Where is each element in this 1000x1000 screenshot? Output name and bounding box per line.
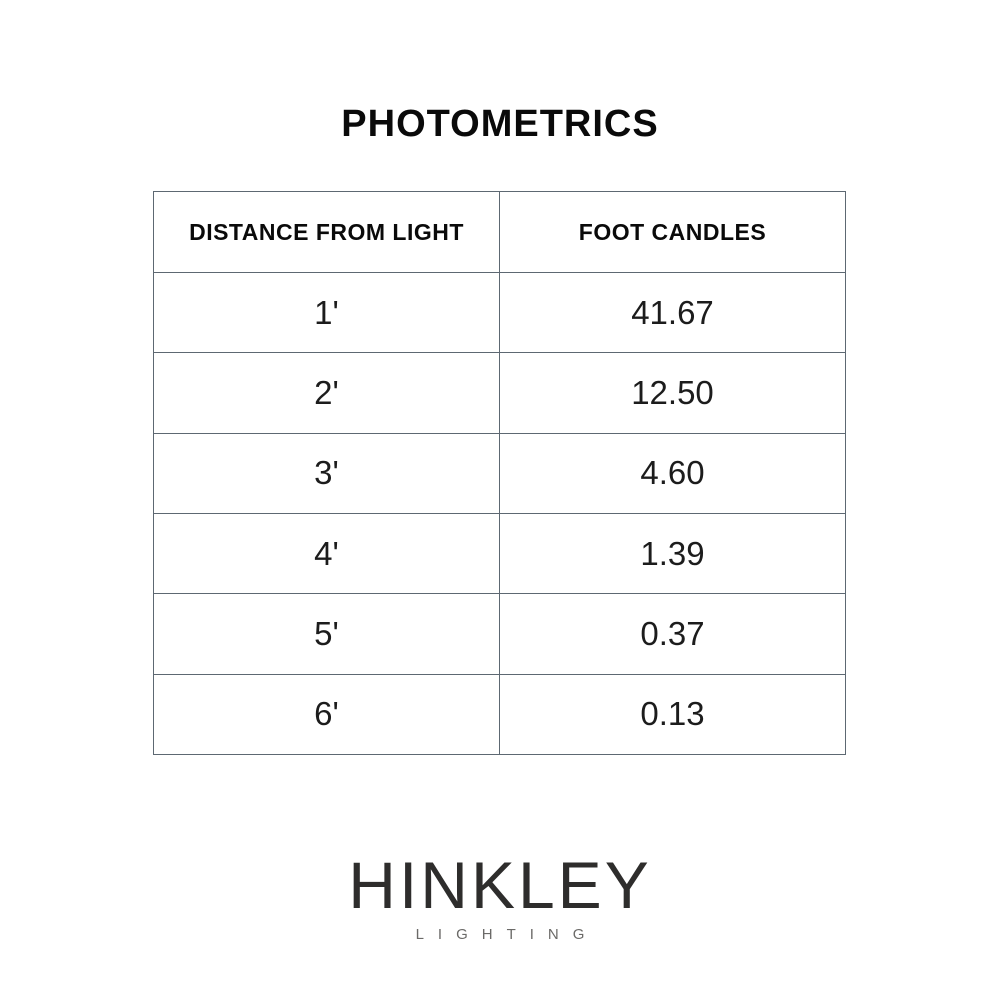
table-row: 2' 12.50 (153, 352, 846, 434)
photometrics-table: DISTANCE FROM LIGHT FOOT CANDLES 1' 41.6… (153, 191, 846, 756)
column-header-distance: DISTANCE FROM LIGHT (153, 191, 500, 273)
column-header-foot-candles: FOOT CANDLES (499, 191, 846, 273)
distance-cell: 3' (153, 432, 500, 514)
distance-cell: 4' (153, 512, 500, 595)
foot-candles-cell: 0.13 (499, 673, 846, 756)
foot-candles-cell: 4.60 (499, 432, 846, 514)
foot-candles-cell: 0.37 (499, 593, 846, 675)
distance-cell: 2' (153, 352, 500, 434)
table-row: 4' 1.39 (153, 512, 846, 595)
foot-candles-cell: 41.67 (499, 271, 846, 354)
brand-logo-wordmark: HINKLEY (348, 848, 652, 922)
foot-candles-cell: 1.39 (499, 512, 846, 595)
table-row: 3' 4.60 (153, 432, 846, 514)
table-row: 6' 0.13 (153, 673, 846, 756)
brand-logo: HINKLEY LIGHTING (0, 852, 1000, 943)
table-header-row: DISTANCE FROM LIGHT FOOT CANDLES (153, 191, 846, 273)
table-row: 5' 0.37 (153, 593, 846, 675)
distance-cell: 5' (153, 593, 500, 675)
distance-cell: 1' (153, 271, 500, 354)
brand-logo-tagline: LIGHTING (415, 926, 599, 943)
table-row: 1' 41.67 (153, 271, 846, 354)
foot-candles-cell: 12.50 (499, 352, 846, 434)
page-title: PHOTOMETRICS (341, 103, 659, 145)
distance-cell: 6' (153, 673, 500, 756)
